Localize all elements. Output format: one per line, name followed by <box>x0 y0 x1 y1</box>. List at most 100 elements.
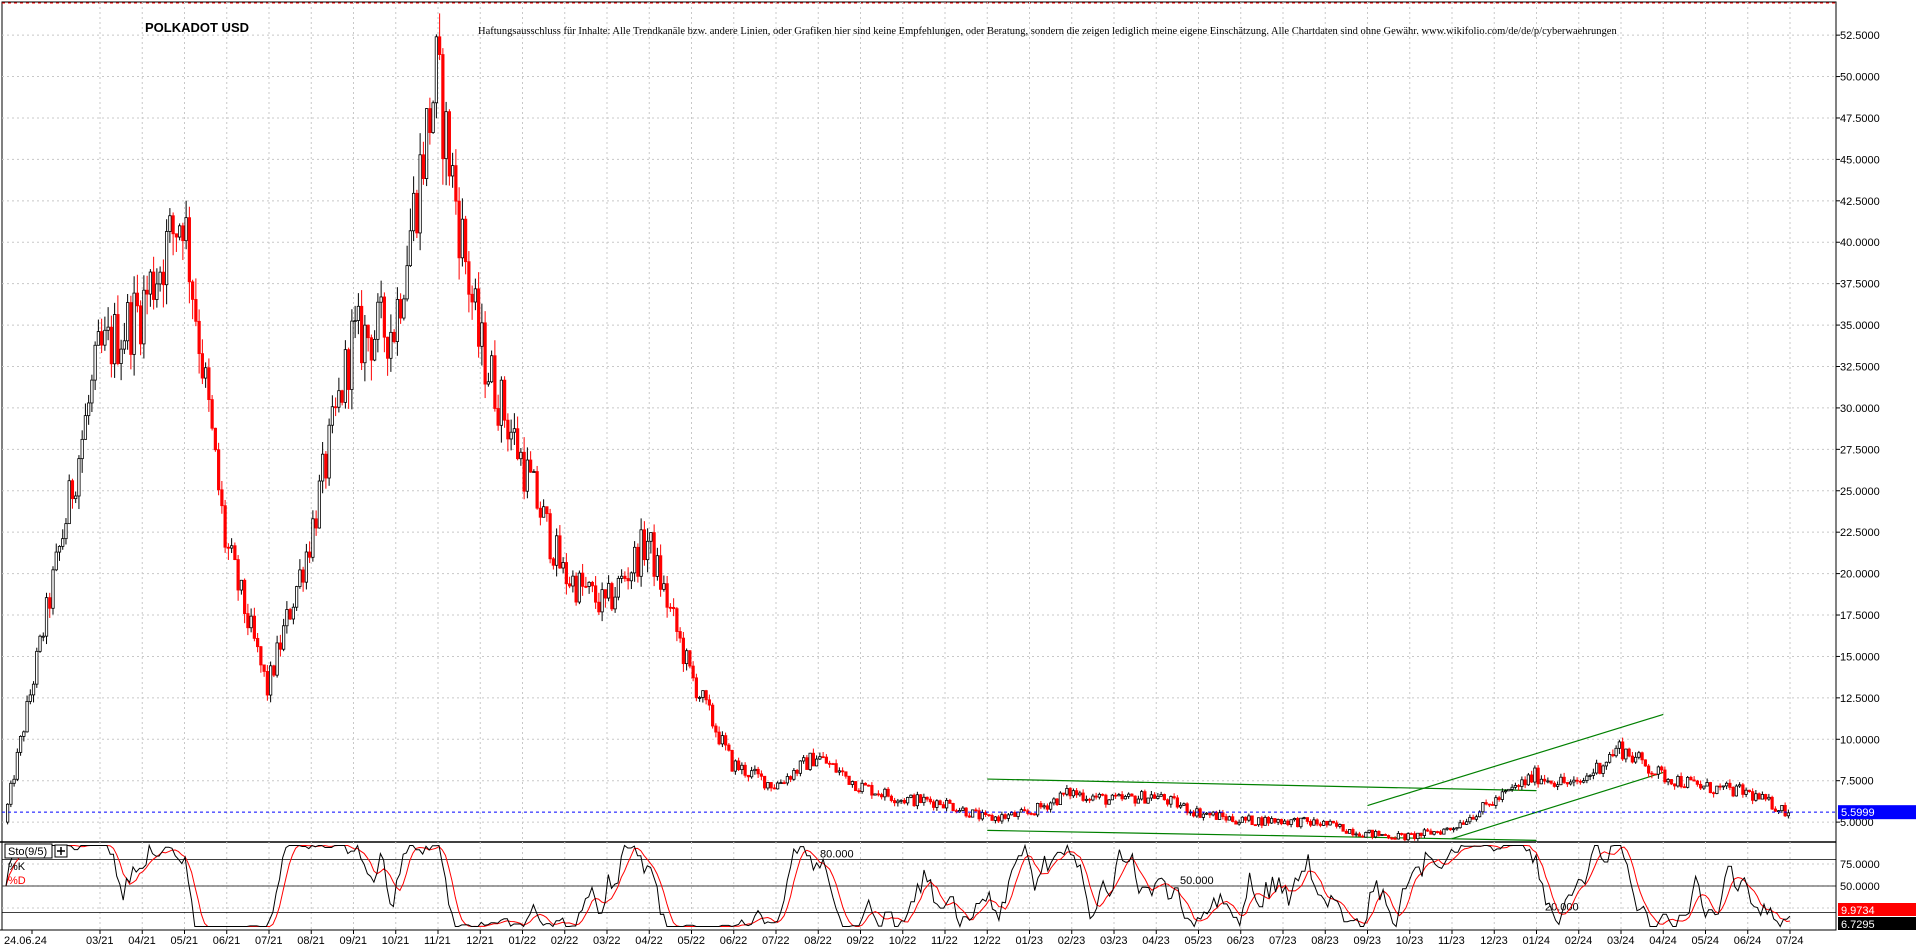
price-candle <box>477 272 481 358</box>
price-candle <box>766 782 770 791</box>
stochastic-d-line <box>5 845 1791 928</box>
price-candle <box>932 799 936 811</box>
price-candle <box>512 413 516 445</box>
price-candle <box>1465 818 1469 825</box>
legend-d: %D <box>8 875 26 887</box>
price-candle <box>22 730 26 742</box>
price-candle <box>714 723 718 738</box>
price-candle <box>919 793 923 804</box>
price-candle <box>168 208 172 243</box>
price-candle <box>802 754 806 764</box>
date-tick-label: 05/21 <box>171 935 199 947</box>
price-candle <box>1556 781 1560 791</box>
price-candle <box>1266 816 1270 826</box>
price-candle <box>1364 831 1368 838</box>
trend-line <box>1451 771 1664 840</box>
price-candle <box>1075 788 1079 798</box>
price-candle <box>1338 823 1342 829</box>
price-candle <box>841 767 845 776</box>
price-candle <box>756 766 760 778</box>
price-candle <box>1244 816 1248 824</box>
price-candle <box>70 478 75 509</box>
price-candle <box>100 318 104 354</box>
price-candle <box>145 275 149 315</box>
price-candle <box>1396 831 1400 840</box>
date-axis: 24.06.24 03/21 04/21 05/21 06/21 07/21 08/21 09… <box>0 929 1836 947</box>
date-tick-label: 08/21 <box>297 935 325 947</box>
price-candle <box>1780 805 1784 813</box>
price-candle <box>613 586 617 613</box>
price-candle <box>987 814 991 818</box>
price-candle <box>155 268 159 308</box>
price-candle <box>61 529 65 550</box>
price-candle <box>236 555 240 601</box>
price-candle <box>1422 827 1426 839</box>
price-candle <box>896 798 900 807</box>
price-candle <box>148 269 152 307</box>
price-candle <box>1335 820 1339 829</box>
price-candle <box>1604 761 1608 770</box>
price-candle <box>886 787 890 798</box>
price-candle <box>545 506 549 522</box>
price-candle <box>603 589 607 608</box>
price-axis: 52.5000 50.0000 47.5000 45.0000 42.5000 40.00… <box>1836 30 1880 829</box>
price-candle <box>1682 783 1686 789</box>
price-candle <box>48 592 52 618</box>
price-candle <box>1504 789 1508 794</box>
price-candle <box>837 767 841 776</box>
price-candle <box>28 689 32 705</box>
price-candle <box>187 206 191 304</box>
price-candle <box>493 340 497 412</box>
price-candle <box>759 770 763 781</box>
price-candle <box>824 754 828 764</box>
price-candle <box>1042 803 1046 810</box>
price-candle <box>964 807 968 818</box>
price-candle <box>1403 833 1407 842</box>
price-candle <box>486 372 490 387</box>
price-candle <box>395 287 399 356</box>
price-candle <box>1240 816 1244 823</box>
date-tick-label: 06/21 <box>213 935 241 947</box>
price-candle <box>1406 832 1410 842</box>
price-candle <box>93 341 97 391</box>
add-indicator-icon[interactable] <box>54 844 68 858</box>
date-tick-label: 03/24 <box>1607 935 1635 947</box>
price-candle <box>1273 818 1277 824</box>
price-candle <box>1309 819 1313 828</box>
price-candle <box>1218 809 1222 820</box>
price-candle <box>1328 819 1332 826</box>
price-candle <box>1773 806 1777 812</box>
price-candle <box>340 389 344 406</box>
price-candle <box>366 324 370 352</box>
price-candle <box>958 807 962 813</box>
price-candle <box>772 784 776 790</box>
price-candle <box>1588 774 1592 781</box>
price-candle <box>1669 779 1673 786</box>
price-candle <box>418 133 422 251</box>
price-candle <box>457 187 461 280</box>
price-tick-label: 15.0000 <box>1840 651 1880 663</box>
price-candle <box>165 219 169 305</box>
price-candle <box>1331 820 1335 824</box>
date-tick-label: 12/21 <box>466 935 494 947</box>
price-candle <box>737 757 741 771</box>
price-candle <box>181 222 185 260</box>
price-candle <box>230 538 234 554</box>
price-candle <box>1162 793 1166 801</box>
price-candle <box>256 633 260 653</box>
price-candle <box>844 771 848 779</box>
price-candle <box>1491 801 1495 806</box>
date-tick-label: 04/22 <box>635 935 663 947</box>
price-candle <box>1221 809 1225 820</box>
price-candle <box>792 768 796 781</box>
price-candle <box>912 793 916 807</box>
price-candle <box>1757 792 1761 800</box>
stochastic-tick-label: 50.0000 <box>1840 881 1880 893</box>
price-candle <box>733 759 737 775</box>
price-candle <box>174 233 178 252</box>
price-candle <box>642 521 646 566</box>
price-candle <box>1179 802 1183 809</box>
price-candle <box>652 524 656 587</box>
price-candle <box>499 376 503 443</box>
price-candle <box>265 665 269 701</box>
